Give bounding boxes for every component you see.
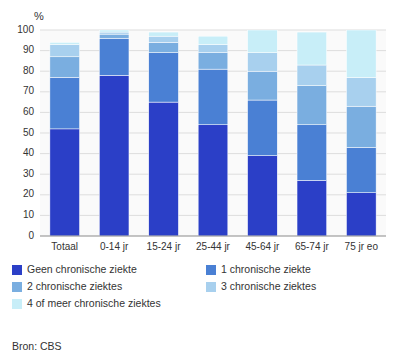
- bar-segment: [50, 42, 80, 44]
- y-tick-label: 90: [23, 44, 35, 55]
- bar-segment: [149, 102, 179, 236]
- y-axis-label: %: [34, 10, 44, 22]
- bar-segment: [198, 125, 228, 236]
- bar-segment: [248, 100, 278, 156]
- x-tick-label: 0-14 jr: [100, 241, 129, 252]
- x-tick-label: 75 jr eo: [345, 241, 379, 252]
- bar-segment: [99, 75, 129, 236]
- plot-background: [40, 30, 386, 236]
- bar-segment: [99, 38, 129, 75]
- bar-segment: [149, 42, 179, 52]
- legend-label: 4 of meer chronische ziektes: [27, 297, 161, 309]
- legend-swatch: [206, 282, 216, 292]
- bar-segment: [248, 30, 278, 53]
- chart-svg: 0 10 20 30 40 50 60 70 80 90 100% Totaal 0-14 jr 15-2…: [0, 0, 396, 358]
- y-tick-label: 30: [23, 168, 35, 179]
- legend-swatch: [12, 282, 22, 292]
- bar-segment: [50, 77, 80, 129]
- y-tick-label: 20: [23, 188, 35, 199]
- bar-segment: [297, 65, 327, 86]
- x-tick-label: 25-44 jr: [196, 241, 231, 252]
- legend-label: Geen chronische ziekte: [27, 263, 137, 275]
- bar-segment: [149, 32, 179, 36]
- bar-segment: [297, 180, 327, 236]
- y-axis: 0 10 20 30 40 50 60 70 80 90 100: [17, 24, 386, 241]
- x-tick-label: Totaal: [51, 241, 78, 252]
- bar-segment: [346, 30, 376, 77]
- bars: [50, 30, 376, 236]
- legend-swatch: [12, 265, 22, 275]
- bar-segment: [346, 106, 376, 147]
- legend-label: 2 chronische ziektes: [27, 280, 122, 292]
- bar-segment: [198, 69, 228, 125]
- y-tick-label: 0: [28, 230, 34, 241]
- legend-label: 1 chronische ziekte: [221, 263, 311, 275]
- bar-segment: [50, 129, 80, 236]
- y-tick-label: 80: [23, 65, 35, 76]
- x-tick-label: 65-74 jr: [295, 241, 330, 252]
- x-axis: Totaal 0-14 jr 15-24 jr 25-44 jr 45-64 jr 65-…: [40, 236, 386, 252]
- grid-line: [40, 30, 386, 31]
- legend: Geen chronische ziekte 1 chronische ziekt…: [12, 263, 316, 309]
- bar-segment: [99, 30, 129, 32]
- x-axis-line: [40, 236, 386, 237]
- chart-container: 0 10 20 30 40 50 60 70 80 90 100% Totaal 0-14 jr 15-2…: [0, 0, 396, 358]
- x-tick-label: 15-24 jr: [147, 241, 182, 252]
- bar-segment: [297, 125, 327, 181]
- grid-line: [40, 236, 386, 237]
- x-tick-label: 45-64 jr: [245, 241, 280, 252]
- bar-segment: [297, 86, 327, 125]
- bar-segment: [346, 147, 376, 192]
- bar-segment: [99, 34, 129, 38]
- bar-segment: [50, 44, 80, 56]
- bar-segment: [198, 36, 228, 44]
- bar-segment: [198, 53, 228, 69]
- legend-label: 3 chronische ziektes: [221, 280, 316, 292]
- bar-segment: [50, 57, 80, 78]
- source-note: Bron: CBS: [12, 340, 62, 352]
- y-tick-label: 60: [23, 106, 35, 117]
- bar-segment: [149, 53, 179, 102]
- bar-segment: [99, 32, 129, 34]
- y-tick-label: 100: [17, 24, 34, 35]
- bar-segment: [297, 32, 327, 65]
- bar-segment: [248, 53, 278, 72]
- bar-segment: [346, 193, 376, 236]
- legend-swatch: [12, 299, 22, 309]
- bar-segment: [248, 156, 278, 236]
- bar-segment: [198, 44, 228, 52]
- bar-segment: [346, 77, 376, 106]
- bar-segment: [149, 36, 179, 42]
- y-tick-label: 70: [23, 85, 35, 96]
- bar-segment: [248, 71, 278, 100]
- legend-swatch: [206, 265, 216, 275]
- y-tick-label: 40: [23, 147, 35, 158]
- y-tick-label: 10: [23, 209, 35, 220]
- y-tick-label: 50: [23, 127, 35, 138]
